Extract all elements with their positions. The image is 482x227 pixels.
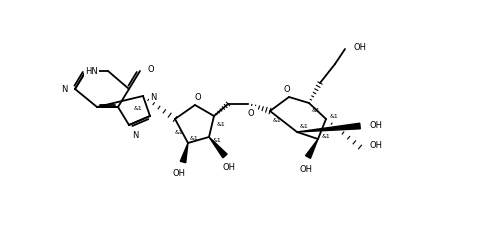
Text: N: N xyxy=(132,131,138,140)
Text: OH: OH xyxy=(299,164,312,173)
Text: O: O xyxy=(195,93,201,102)
Text: N: N xyxy=(61,85,67,94)
Text: &1: &1 xyxy=(216,122,226,127)
Text: &1: &1 xyxy=(134,106,142,111)
Text: O: O xyxy=(284,85,290,94)
Text: OH: OH xyxy=(370,120,383,129)
Text: O: O xyxy=(147,65,154,74)
Text: OH: OH xyxy=(353,43,366,52)
Text: &1: &1 xyxy=(321,133,330,138)
Text: HN: HN xyxy=(85,67,98,76)
Text: OH: OH xyxy=(173,168,186,177)
Polygon shape xyxy=(297,124,360,132)
Text: N: N xyxy=(150,92,156,101)
Text: &1: &1 xyxy=(189,135,199,140)
Text: &1: &1 xyxy=(330,113,338,118)
Text: &1: &1 xyxy=(213,137,221,142)
Text: OH: OH xyxy=(370,141,383,150)
Text: &1: &1 xyxy=(312,107,321,112)
Polygon shape xyxy=(306,139,318,159)
Text: &1: &1 xyxy=(300,124,308,129)
Text: &1: &1 xyxy=(174,130,183,135)
Text: O: O xyxy=(248,108,254,117)
Text: &1: &1 xyxy=(273,117,281,122)
Polygon shape xyxy=(180,143,188,163)
Polygon shape xyxy=(209,137,227,158)
Text: OH: OH xyxy=(223,162,236,171)
